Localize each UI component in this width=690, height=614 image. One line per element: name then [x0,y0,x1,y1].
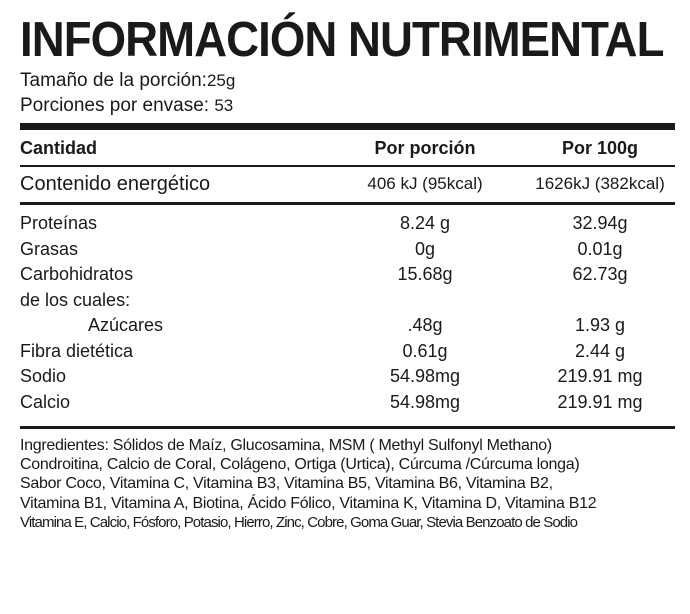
label-title: INFORMACIÓN NUTRIMENTAL [20,13,664,67]
nutrient-per-100g: 219.91 mg [557,366,643,386]
table-row: Carbohidratos 15.68g 62.73g [20,262,675,286]
table-row: Sodio 54.98mg 219.91 mg [20,364,675,388]
nutrient-label: Carbohidratos [20,264,134,284]
nutrient-label: de los cuales: [20,290,131,310]
ingredients-line: Sabor Coco, Vitamina C, Vitamina B3, Vit… [20,475,553,493]
nutrient-per-serving: 54.98mg [389,366,461,386]
ingredients-line: Vitamina E, Calcio, Fósforo, Potasio, Hi… [20,513,578,531]
nutrient-label: Proteínas [20,213,98,233]
thick-divider [20,123,675,130]
energy-per-100g: 1626kJ (382kcal) [535,174,665,193]
nutrient-per-serving: 0g [414,239,436,259]
header-amount: Cantidad [20,138,98,158]
nutrient-per-serving: 15.68g [397,264,453,284]
servings-per-container-value: 53 [214,96,234,115]
nutrient-per-100g: 219.91 mg [557,392,643,412]
table-row: Grasas 0g 0.01g [20,237,675,261]
table-header: Cantidad Por porción Por 100g [20,136,675,160]
nutrient-per-serving: 54.98mg [389,392,461,412]
divider [20,426,675,429]
energy-row: Contenido energético 406 kJ (95kcal) 162… [20,172,675,196]
ingredients-list: Ingredientes: Sólidos de Maíz, Glucosami… [20,436,680,532]
table-row: Fibra dietética 0.61g 2.44 g [20,339,675,363]
nutrient-label: Fibra dietética [20,341,134,361]
serving-size-label: Tamaño de la porción: [20,70,207,91]
energy-label: Contenido energético [20,173,211,195]
table-row: Proteínas 8.24 g 32.94g [20,211,675,235]
nutrient-label: Calcio [20,392,71,412]
nutrient-label: Azúcares [88,315,164,335]
nutrient-label: Sodio [20,366,67,386]
ingredients-line: Ingredientes: Sólidos de Maíz, Glucosami… [20,437,552,454]
energy-per-serving: 406 kJ (95kcal) [367,174,483,193]
header-per-100g: Por 100g [561,138,639,158]
serving-size-value: 25g [206,71,236,90]
nutrient-per-100g: 2.44 g [574,341,626,361]
servings-per-container: Porciones por envase: 53 [20,95,233,117]
servings-per-container-label: Porciones por envase: [20,95,210,116]
header-per-serving: Por porción [374,138,476,158]
nutrient-per-serving: 8.24 g [399,213,451,233]
ingredients-line: Condroitina, Calcio de Coral, Colágeno, … [20,456,580,474]
nutrient-per-100g: 1.93 g [574,315,626,335]
ingredients-line: Vitamina B1, Vitamina A, Biotina, Ácido … [20,494,597,512]
nutrient-per-100g: 62.73g [572,264,628,284]
table-row: Azúcares .48g 1.93 g [20,313,675,337]
divider [20,202,675,205]
table-row: Calcio 54.98mg 219.91 mg [20,390,675,414]
table-row: de los cuales: [20,288,675,312]
divider [20,165,675,167]
nutrient-per-100g: 0.01g [577,239,623,259]
nutrient-per-serving: 0.61g [402,341,448,361]
serving-size: Tamaño de la porción:25g [20,70,235,92]
nutrient-label: Grasas [20,239,79,259]
nutrient-per-serving: .48g [407,315,443,335]
nutrient-per-100g: 32.94g [572,213,628,233]
